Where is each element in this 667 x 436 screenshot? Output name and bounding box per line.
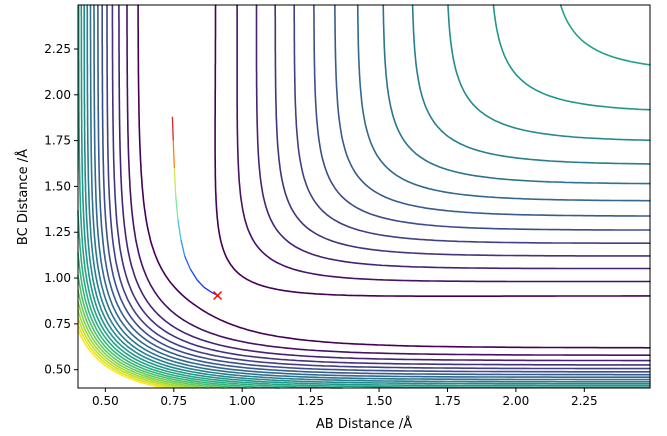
- contour-line: [80, 4, 651, 387]
- end-marker-stroke: [213, 290, 223, 300]
- y-tick-label: 1.50: [44, 179, 71, 193]
- y-axis-label: BC Distance /Å: [15, 149, 31, 245]
- y-axis-ticks: 0.50 0.75 1.00 1.25 1.50 1.75 2.00 2.25: [44, 42, 78, 377]
- trajectory-segment: [184, 255, 191, 270]
- contour-line: [106, 4, 651, 370]
- plot-frame: [77, 4, 651, 389]
- trajectory-segment: [189, 268, 198, 281]
- trajectory-segment: [175, 195, 179, 220]
- y-tick-label: 2.00: [44, 88, 71, 102]
- x-tick-label: 2.00: [503, 394, 530, 408]
- x-axis-label: AB Distance /Å: [316, 416, 412, 432]
- y-tick-label: 1.25: [44, 225, 71, 239]
- contour-line: [137, 4, 651, 349]
- trajectory-segment: [180, 239, 186, 257]
- trajectory: [171, 116, 218, 297]
- y-tick-label: 0.75: [44, 317, 71, 331]
- contour-line: [77, 274, 248, 389]
- y-tick-label: 2.25: [44, 42, 71, 56]
- x-tick-label: 2.25: [571, 394, 598, 408]
- contour-line: [86, 4, 651, 383]
- trajectory-segment: [171, 116, 174, 141]
- trajectory-segment: [177, 219, 182, 240]
- y-tick-label: 0.50: [44, 363, 71, 377]
- contour-lines: [77, 4, 651, 389]
- trajectory-segment: [172, 140, 175, 169]
- contour-line: [97, 4, 651, 376]
- end-marker: [213, 290, 223, 300]
- y-tick-label: 1.00: [44, 271, 71, 285]
- trajectory-segment: [203, 286, 212, 293]
- contour-line: [89, 4, 651, 381]
- contour-line: [93, 4, 651, 378]
- contour-line: [77, 210, 344, 389]
- x-tick-label: 1.75: [434, 394, 461, 408]
- y-tick-label: 1.75: [44, 134, 71, 148]
- x-tick-label: 1.00: [229, 394, 256, 408]
- trajectory-segment: [173, 168, 177, 196]
- x-axis-ticks: 0.50 0.75 1.00 1.25 1.50 1.75 2.00 2.25: [92, 388, 598, 408]
- x-tick-label: 0.75: [160, 394, 187, 408]
- contour-line: [126, 4, 651, 356]
- contour-line: [77, 252, 281, 389]
- x-tick-label: 1.50: [366, 394, 393, 408]
- contour-line: [118, 4, 651, 362]
- contour-line: [83, 4, 651, 385]
- x-tick-label: 0.50: [92, 394, 119, 408]
- trajectory-segment: [196, 279, 205, 288]
- contour-line: [111, 4, 651, 366]
- contour-line: [101, 4, 651, 373]
- x-tick-label: 1.25: [297, 394, 324, 408]
- plot-background: [78, 5, 650, 388]
